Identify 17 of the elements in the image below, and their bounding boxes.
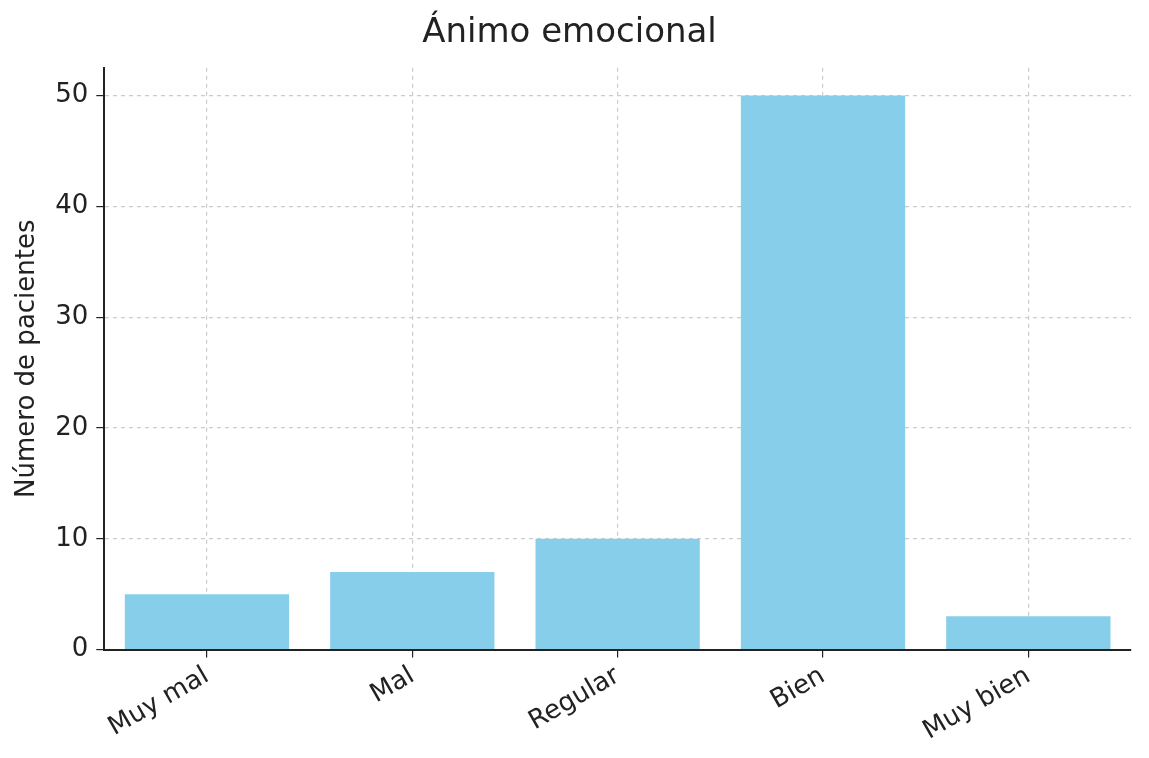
x-tick-label: Muy mal: [102, 659, 214, 741]
bar: [535, 538, 700, 649]
y-tick-label: 40: [55, 189, 89, 220]
x-tick-label: Mal: [364, 659, 419, 708]
x-tick-label: Muy bien: [916, 659, 1035, 745]
y-tick-label: 50: [55, 78, 89, 109]
y-tick-label: 0: [71, 632, 89, 663]
bar: [946, 616, 1111, 649]
y-axis-title: Número de pacientes: [10, 219, 41, 498]
bar: [740, 95, 906, 649]
y-tick-label: 20: [55, 410, 89, 441]
x-tick-label: Bien: [764, 659, 830, 714]
y-tick-label: 10: [55, 521, 89, 552]
bar: [330, 572, 495, 649]
bar: [124, 594, 290, 649]
y-tick-label: 30: [55, 299, 89, 330]
chart-title: Ánimo emocional: [422, 10, 717, 51]
